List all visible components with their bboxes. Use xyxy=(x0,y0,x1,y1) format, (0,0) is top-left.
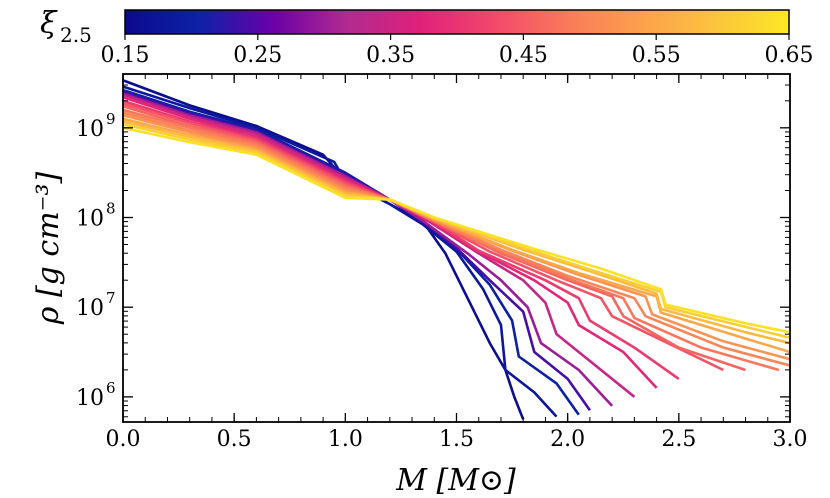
colorbar-tick-label: 0.25 xyxy=(233,43,282,68)
x-tick-label: 2.5 xyxy=(661,427,696,452)
x-axis-ticks: 0.0 0.5 1.0 1.5 2.0 2.5 3.0 xyxy=(106,74,808,452)
y-tick-label: 10 xyxy=(76,117,104,142)
y-tick-label: 10 xyxy=(76,207,104,232)
y-tick-label-exponent: 8 xyxy=(106,200,116,218)
density-series-line xyxy=(123,102,724,372)
colorbar-tick-label: 0.15 xyxy=(101,43,150,68)
colorbar-ticks: 0.15 0.25 0.35 0.45 0.55 0.65 xyxy=(101,34,814,68)
density-series-line xyxy=(123,126,790,334)
colorbar-label-subscript: 2.5 xyxy=(60,23,92,47)
x-tick-label: 1.5 xyxy=(439,427,474,452)
colorbar-gradient xyxy=(124,9,790,35)
x-tick-label: 3.0 xyxy=(773,427,808,452)
density-series-line xyxy=(123,92,614,407)
colorbar-tick-label: 0.65 xyxy=(765,43,814,68)
density-series-line xyxy=(123,111,790,367)
colorbar-label: ξ xyxy=(40,6,58,41)
y-axis-label: ρ [g cm⁻³] xyxy=(31,171,66,325)
y-tick-label: 10 xyxy=(76,296,104,321)
y-tick-label-exponent: 6 xyxy=(106,379,116,397)
series-layer xyxy=(123,79,790,420)
y-tick-label: 10 xyxy=(76,386,104,411)
colorbar-tick-label: 0.55 xyxy=(632,43,681,68)
colorbar-tick-label: 0.45 xyxy=(499,43,548,68)
density-series-line xyxy=(123,117,790,354)
x-tick-label: 0.5 xyxy=(217,427,252,452)
density-series-line xyxy=(123,85,558,418)
y-tick-label-exponent: 9 xyxy=(106,110,116,128)
x-tick-label: 0.0 xyxy=(106,427,141,452)
density-series-line xyxy=(123,99,680,380)
y-tick-label-exponent: 7 xyxy=(106,289,116,307)
x-axis-label: M [M⊙] xyxy=(395,463,516,498)
colorbar: ξ 2.5 0.15 0.25 0.35 0.45 0.55 0.65 xyxy=(40,6,813,68)
x-tick-label: 2.0 xyxy=(550,427,585,452)
colorbar-tick-label: 0.35 xyxy=(366,43,415,68)
x-tick-label: 1.0 xyxy=(328,427,363,452)
